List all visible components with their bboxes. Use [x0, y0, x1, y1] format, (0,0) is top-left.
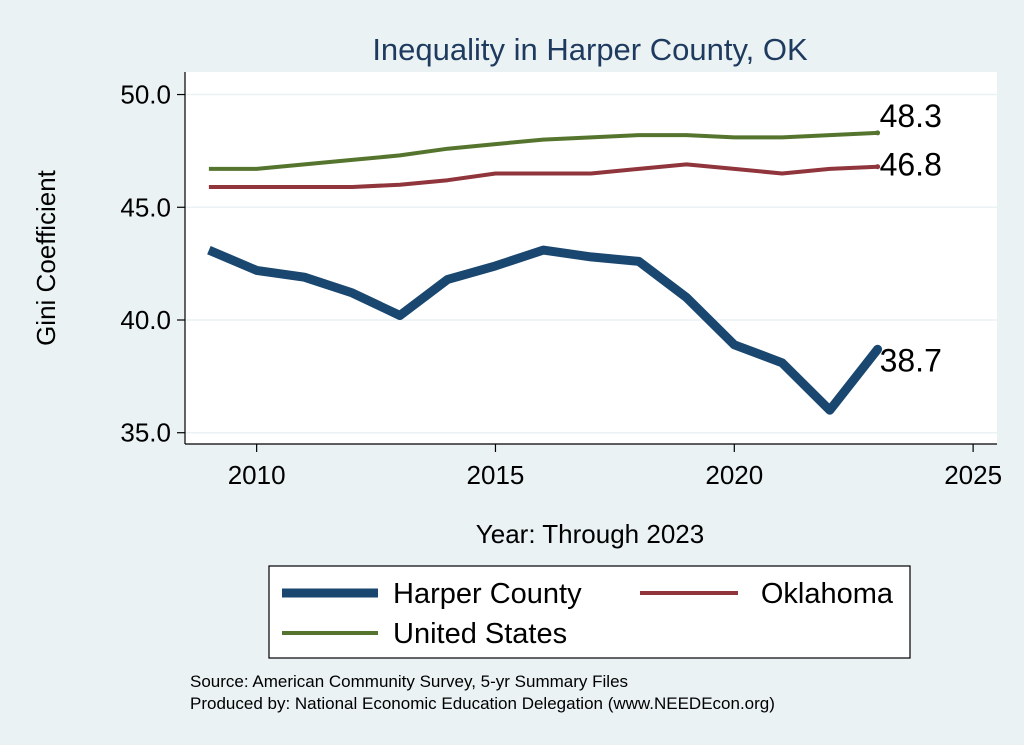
series-line-united-states [208, 130, 878, 171]
legend-label: Oklahoma [761, 578, 894, 610]
source-line-2: Produced by: National Economic Education… [190, 694, 775, 713]
chart-title: Inequality in Harper County, OK [372, 32, 808, 67]
end-value-label: 48.3 [880, 98, 942, 134]
legend: Harper County Oklahoma United States [268, 565, 911, 659]
end-value-label: 38.7 [880, 342, 942, 378]
legend-label: United States [393, 618, 567, 650]
x-tick-label: 2010 [228, 460, 286, 490]
series-end-marker [875, 164, 881, 170]
x-tick-label: 2020 [705, 460, 763, 490]
series-end-marker [875, 130, 881, 136]
y-ticks: 35.0 40.0 45.0 50.0 [120, 80, 185, 448]
end-labels: 48.3 46.8 38.7 [880, 98, 942, 378]
x-tick-label: 2015 [467, 460, 525, 490]
gridlines [185, 93, 997, 434]
series-line-oklahoma [208, 162, 878, 189]
x-ticks: 2010 2015 2020 2025 [228, 444, 1002, 490]
y-tick-label: 45.0 [120, 192, 171, 222]
legend-box [268, 565, 911, 659]
x-tick-label: 2025 [944, 460, 1002, 490]
y-tick-label: 35.0 [120, 418, 171, 448]
series-line-harper-county [207, 245, 882, 415]
series-lines [207, 130, 883, 415]
legend-label: Harper County [393, 578, 582, 610]
source-line-1: Source: American Community Survey, 5-yr … [190, 672, 628, 691]
y-axis-title: Gini Coefficient [31, 169, 61, 346]
end-value-label: 46.8 [880, 147, 942, 183]
x-axis-title: Year: Through 2023 [476, 519, 704, 549]
y-tick-label: 50.0 [120, 80, 171, 110]
series-end-marker [873, 344, 883, 354]
y-tick-label: 40.0 [120, 305, 171, 335]
